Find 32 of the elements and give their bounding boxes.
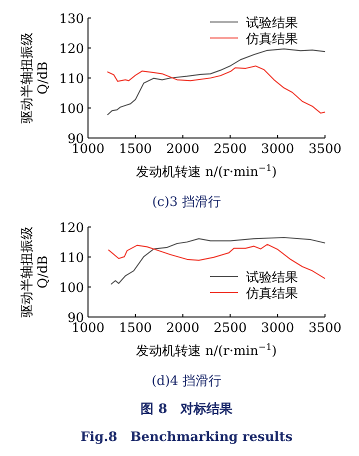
y-tick-label: 120 bbox=[59, 221, 84, 236]
line-series bbox=[107, 48, 326, 116]
x-tick-label: 2000 bbox=[166, 142, 200, 157]
y-tick-label: 130 bbox=[59, 12, 84, 27]
legend-label: 试验结果 bbox=[246, 270, 298, 286]
legend-label: 仿真结果 bbox=[245, 32, 298, 47]
x-tick-label: 3000 bbox=[261, 321, 294, 336]
x-tick-label: 1500 bbox=[118, 142, 152, 157]
y-axis-title: 驱动半轴扭振级 Q/dB bbox=[20, 32, 51, 124]
x-tick-label: 3000 bbox=[261, 142, 294, 157]
caption: Fig.8 Benchmarking results bbox=[80, 430, 293, 445]
caption: 图 8 对标结果 bbox=[140, 402, 234, 417]
x-tick-label: 2500 bbox=[214, 142, 247, 157]
y-tick-label: 110 bbox=[59, 251, 84, 266]
y-tick-label: 100 bbox=[59, 281, 84, 296]
y-tick-label: 110 bbox=[59, 72, 84, 87]
x-tick-label: 3500 bbox=[308, 321, 342, 336]
y-axis-title: 驱动半轴扭振级 Q/dB bbox=[20, 226, 51, 318]
text: (d)4 挡滑行 bbox=[152, 374, 222, 389]
x-tick-label: 2500 bbox=[214, 321, 247, 336]
x-tick-label: 1500 bbox=[118, 321, 152, 336]
x-axis-title: 发动机转速 n/(r·min$^{−1}$) bbox=[136, 343, 277, 359]
y-tick-label: 120 bbox=[59, 42, 84, 57]
x-tick-label: 3500 bbox=[308, 142, 342, 157]
line-series bbox=[110, 236, 326, 285]
x-tick-label: 2000 bbox=[166, 321, 200, 336]
text: (c)3 挡滑行 bbox=[152, 195, 221, 210]
x-axis-title: 发动机转速 n/(r·min$^{−1}$) bbox=[136, 164, 277, 180]
y-tick-label: 100 bbox=[59, 102, 84, 117]
legend-label: 试验结果 bbox=[246, 16, 298, 31]
line-series bbox=[107, 65, 326, 114]
legend-label: 仿真结果 bbox=[245, 286, 298, 302]
